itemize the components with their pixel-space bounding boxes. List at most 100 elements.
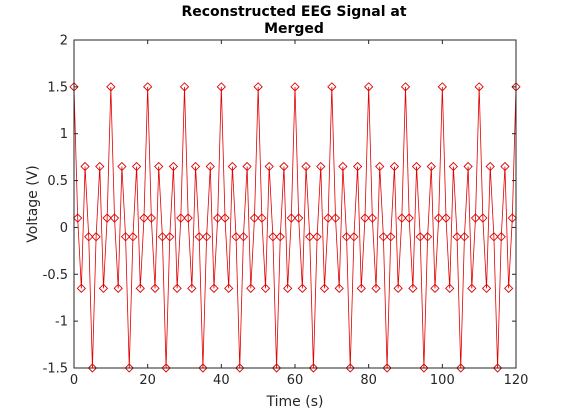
data-point-marker [201, 232, 212, 242]
data-point-marker [470, 213, 481, 223]
data-point-marker [176, 213, 186, 223]
data-point-marker [165, 232, 175, 242]
data-point-marker [80, 161, 90, 172]
data-point-marker [459, 232, 470, 242]
data-point-marker [503, 283, 514, 293]
data-point-marker [397, 213, 407, 223]
data-point-marker [231, 232, 241, 242]
data-point-marker [264, 161, 274, 172]
x-tick-label: 80 [360, 373, 377, 388]
data-point-marker [179, 82, 190, 92]
data-point-marker [489, 232, 499, 242]
data-point-marker [323, 213, 333, 223]
x-tick-label: 60 [287, 373, 304, 388]
data-point-marker [338, 161, 348, 172]
data-point-marker [411, 161, 422, 172]
x-tick-label: 100 [430, 373, 455, 388]
data-point-marker [249, 213, 260, 223]
data-point-marker [95, 161, 105, 172]
x-tick-label: 20 [139, 373, 156, 388]
data-point-marker [205, 161, 215, 172]
data-point-marker [352, 161, 363, 172]
data-point-marker [297, 283, 308, 293]
data-point-marker [375, 161, 385, 172]
data-point-marker [91, 232, 101, 242]
data-point-marker [139, 213, 149, 223]
data-point-marker [434, 213, 444, 223]
data-point-marker [371, 283, 381, 293]
plot-area [69, 39, 521, 373]
data-point-marker [128, 232, 138, 242]
data-point-marker [345, 363, 355, 373]
data-point-marker [224, 283, 234, 293]
data-point-marker [157, 232, 168, 242]
data-point-marker [87, 363, 98, 373]
data-point-marker [84, 232, 94, 242]
data-point-marker [415, 232, 425, 242]
x-axis-ticks: 0 20 40 60 80 100 120 [70, 40, 528, 388]
data-point-marker [238, 232, 249, 242]
data-point-marker [268, 232, 278, 242]
data-point-marker [73, 213, 83, 223]
data-point-marker [400, 82, 411, 92]
data-point-marker [194, 232, 204, 242]
y-tick-label: -0.5 [43, 268, 68, 283]
data-point-marker [389, 161, 400, 172]
series-line [73, 86, 517, 369]
data-point-marker [364, 82, 374, 92]
data-point-marker [305, 232, 315, 242]
data-point-marker [172, 283, 182, 293]
data-point-marker [120, 232, 131, 242]
data-point-marker [448, 161, 459, 172]
data-point-marker [187, 283, 197, 293]
data-point-marker [456, 363, 466, 373]
data-point-marker [124, 363, 134, 373]
data-point-marker [356, 283, 366, 293]
data-point-marker [235, 363, 245, 373]
data-point-marker [378, 232, 389, 242]
series-group [69, 82, 521, 373]
data-point-marker [360, 213, 370, 223]
y-tick-label: -1.5 [43, 362, 68, 377]
data-point-marker [496, 232, 506, 242]
data-point-marker [408, 283, 418, 293]
data-point-marker [319, 283, 330, 293]
data-point-marker [290, 82, 300, 92]
data-point-marker [150, 283, 160, 293]
data-point-marker [341, 232, 352, 242]
data-point-marker [404, 213, 414, 223]
data-point-marker [109, 213, 120, 223]
y-tick-label: 0.5 [47, 174, 68, 189]
data-point-marker [246, 283, 256, 293]
data-point-marker [98, 283, 109, 293]
data-point-marker [467, 283, 477, 293]
data-point-marker [507, 213, 517, 223]
data-point-marker [492, 363, 503, 373]
data-point-marker [367, 213, 377, 223]
data-point-marker [452, 232, 462, 242]
y-axis-label: Voltage (V) [25, 165, 41, 242]
data-point-marker [154, 161, 164, 172]
data-point-marker [117, 161, 127, 172]
y-axis-ticks: -1.5 -1 -0.5 0 0.5 1 1.5 2 [43, 34, 516, 377]
data-point-marker [430, 283, 440, 293]
data-point-marker [330, 213, 341, 223]
data-point-marker [198, 363, 208, 373]
x-tick-label: 40 [213, 373, 230, 388]
data-point-marker [168, 161, 179, 172]
data-point-marker [260, 283, 271, 293]
data-point-marker [106, 82, 116, 92]
data-point-marker [419, 363, 429, 373]
data-point-marker [481, 283, 492, 293]
data-point-marker [500, 161, 510, 172]
data-point-marker [382, 363, 392, 373]
data-point-marker [279, 161, 289, 172]
data-point-marker [312, 232, 322, 242]
data-point-marker [135, 283, 145, 293]
data-point-marker [485, 161, 495, 172]
data-point-marker [275, 232, 285, 242]
y-tick-label: 1 [60, 127, 68, 142]
data-point-marker [441, 213, 451, 223]
y-tick-label: 2 [60, 34, 68, 49]
